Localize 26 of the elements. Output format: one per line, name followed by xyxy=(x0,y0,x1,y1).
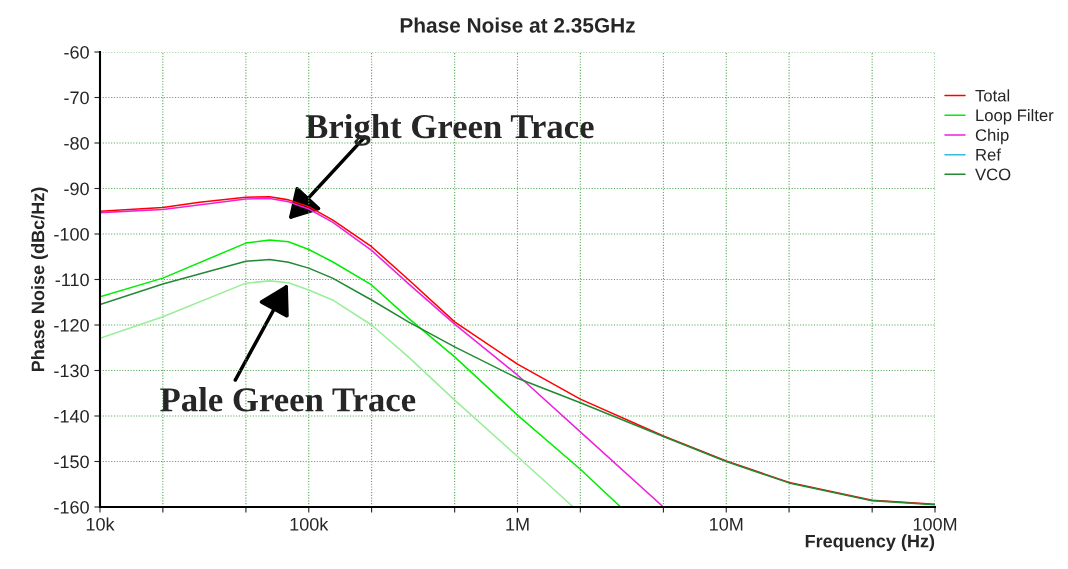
legend-label: Total xyxy=(975,89,1010,102)
y-tick-label: -80 xyxy=(64,136,89,150)
x-tick-label: 10M xyxy=(710,517,743,531)
y-tick-label: -120 xyxy=(54,318,89,332)
legend-label: Loop Filter xyxy=(976,109,1054,125)
x-tick-label: 100k xyxy=(290,517,329,531)
chart-title: Phase Noise at 2.35GHz xyxy=(400,17,635,33)
y-tick-label: -60 xyxy=(64,45,89,59)
y-tick-label: -150 xyxy=(54,455,89,469)
y-tick-label: -90 xyxy=(64,182,89,196)
x-tick-label: 10k xyxy=(86,517,115,531)
legend-label: VCO xyxy=(975,168,1011,181)
legend-label: Ref xyxy=(976,148,1001,161)
y-tick-label: -140 xyxy=(54,409,89,423)
y-tick-label: -110 xyxy=(55,273,89,287)
legend-label: Chip xyxy=(975,128,1009,145)
annotation: Bright Green Trace xyxy=(305,113,594,146)
x-tick-label: 100M xyxy=(913,517,957,531)
annotation: Pale Green Trace xyxy=(160,387,416,412)
y-axis-title: Phase Noise (dBc/Hz) xyxy=(31,187,48,372)
y-tick-label: -130 xyxy=(54,364,89,378)
y-tick-label: -100 xyxy=(54,227,89,241)
y-tick-label: -70 xyxy=(64,91,89,105)
y-tick-label: -160 xyxy=(54,500,89,514)
x-tick-label: 1M xyxy=(506,518,529,531)
x-axis-title: Frequency (Hz) xyxy=(805,534,935,552)
